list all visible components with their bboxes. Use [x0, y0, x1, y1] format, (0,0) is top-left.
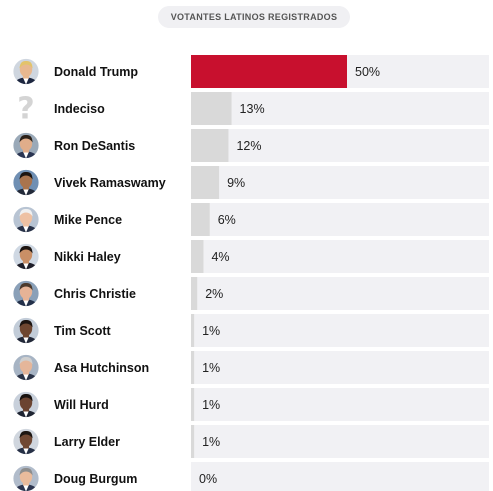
bar-row: 6% Mike Pence: [12, 203, 489, 236]
bar-track: [191, 92, 489, 125]
value-label: 2%: [205, 287, 223, 301]
bar-track: [191, 351, 489, 384]
candidate-portrait-icon: [13, 391, 39, 418]
bar-track: [191, 240, 489, 273]
candidate-name-label: Tim Scott: [54, 324, 112, 338]
bar: [191, 92, 232, 125]
bar-track: [191, 425, 489, 458]
bar-row: 1% Asa Hutchinson: [12, 351, 489, 384]
chart-title: VOTANTES LATINOS REGISTRADOS: [158, 6, 350, 28]
candidate-portrait-icon: [13, 317, 39, 344]
bar-track: [191, 388, 489, 421]
bar-row: 4% Nikki Haley: [12, 240, 489, 273]
bar: [191, 314, 195, 347]
candidate-name-label: Chris Christie: [54, 287, 136, 301]
value-label: 1%: [202, 398, 220, 412]
value-label: 0%: [199, 472, 217, 486]
bar-track: [191, 277, 489, 310]
candidate-portrait-icon: [13, 243, 39, 270]
candidate-portrait-icon: [13, 58, 39, 85]
candidate-name-label: Asa Hutchinson: [54, 361, 149, 375]
bar: [191, 166, 220, 199]
bar: [191, 277, 198, 310]
value-label: 4%: [211, 250, 229, 264]
value-label: 1%: [202, 324, 220, 338]
candidate-name-label: Vivek Ramaswamy: [54, 176, 166, 190]
candidate-name-label: Ron DeSantis: [54, 139, 135, 153]
candidate-portrait-icon: [13, 132, 39, 159]
bar: [191, 425, 195, 458]
bar-track: [191, 314, 489, 347]
bar: [191, 203, 210, 236]
bar-row: 50% Donald Trump: [12, 55, 489, 88]
value-label: 9%: [227, 176, 245, 190]
bar-track: [191, 166, 489, 199]
bar-row: 0% Doug Burgum: [12, 462, 489, 491]
bar: [191, 388, 195, 421]
bar-row: 9% Vivek Ramaswamy: [12, 166, 489, 199]
bar: [191, 129, 229, 162]
candidate-name-label: Mike Pence: [54, 213, 122, 227]
candidate-name-label: Will Hurd: [54, 398, 109, 412]
bar: [191, 351, 195, 384]
value-label: 12%: [236, 139, 261, 153]
bar-row: 12% Ron DeSantis: [12, 129, 489, 162]
question-mark-icon: ?: [17, 92, 34, 127]
bar: [191, 240, 204, 273]
bar-row: 1% Larry Elder: [12, 425, 489, 458]
svg-text:?: ?: [17, 92, 34, 127]
candidate-portrait-icon: [13, 280, 39, 307]
value-label: 6%: [218, 213, 236, 227]
candidate-portrait-icon: [13, 428, 39, 455]
bar-track: [191, 129, 489, 162]
candidate-portrait-icon: [13, 206, 39, 233]
value-label: 50%: [355, 65, 380, 79]
bar: [191, 55, 347, 88]
candidate-portrait-icon: [13, 169, 39, 196]
value-label: 1%: [202, 361, 220, 375]
candidate-portrait-icon: [13, 465, 39, 491]
candidate-name-label: Donald Trump: [54, 65, 138, 79]
bar-row: 2% Chris Christie: [12, 277, 489, 310]
candidate-name-label: Doug Burgum: [54, 472, 137, 486]
bar-track: [191, 462, 489, 491]
bar-row: 13% Indeciso?: [17, 92, 489, 127]
value-label: 13%: [240, 102, 265, 116]
bar-track: [191, 203, 489, 236]
candidate-name-label: Indeciso: [54, 102, 105, 116]
bar-row: 1% Will Hurd: [12, 388, 489, 421]
candidate-name-label: Larry Elder: [54, 435, 120, 449]
value-label: 1%: [202, 435, 220, 449]
bar-row: 1% Tim Scott: [12, 314, 489, 347]
candidate-portrait-icon: [13, 354, 39, 381]
candidate-name-label: Nikki Haley: [54, 250, 121, 264]
